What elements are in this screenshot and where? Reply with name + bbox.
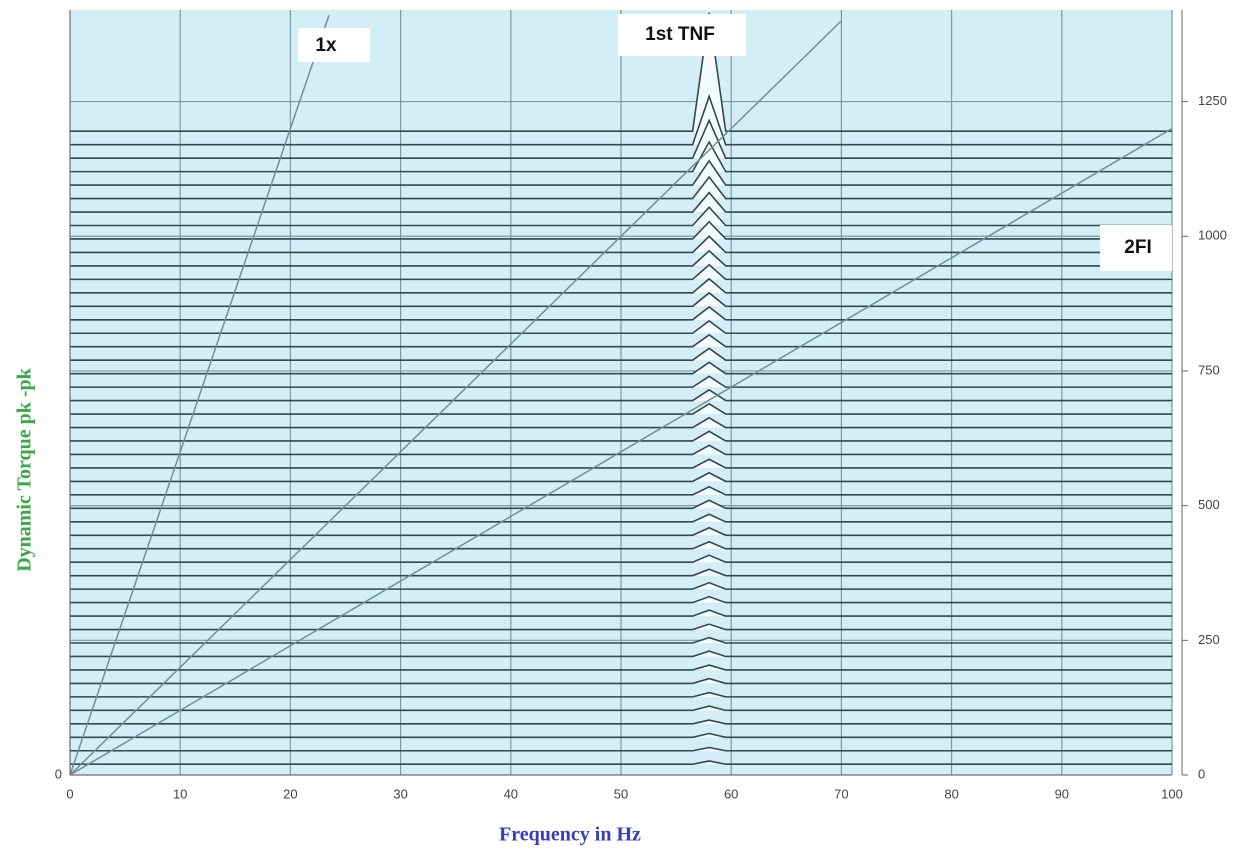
x-tick-label: 100 — [1161, 786, 1183, 801]
trace — [70, 540, 1172, 550]
trace — [70, 220, 1172, 240]
trace — [70, 388, 1172, 402]
trace — [70, 636, 1172, 644]
y2-tick-label: 0 — [1198, 766, 1205, 781]
y2-tick-label: 1250 — [1198, 93, 1227, 108]
y2-tick-label: 1000 — [1198, 228, 1227, 243]
trace — [70, 485, 1172, 496]
trace — [70, 319, 1172, 335]
annotation: 1st TNF — [645, 24, 715, 45]
trace — [70, 760, 1172, 766]
x-tick-label: 60 — [724, 786, 738, 801]
trace — [70, 361, 1172, 375]
trace — [70, 691, 1172, 698]
trace — [70, 732, 1172, 739]
trace — [70, 291, 1172, 308]
x-tick-label: 10 — [173, 786, 187, 801]
annotation-box — [1100, 225, 1172, 271]
trace — [70, 416, 1172, 429]
trace — [70, 249, 1172, 267]
x-tick-label: 50 — [614, 786, 628, 801]
y-tick-label: 0 — [55, 766, 62, 781]
trace — [70, 140, 1172, 173]
trace — [70, 375, 1172, 388]
annotation: 2FI — [1124, 237, 1151, 258]
trace — [70, 263, 1172, 281]
annotation: 1x — [315, 35, 337, 56]
trace — [70, 333, 1172, 348]
trace — [70, 235, 1172, 254]
trace — [70, 458, 1172, 469]
y-axis-label: Dynamic Torque pk -pk — [14, 367, 36, 571]
trace — [70, 118, 1172, 159]
y2-tick-label: 250 — [1198, 632, 1220, 647]
trace — [70, 677, 1172, 685]
trace — [70, 568, 1172, 577]
trace — [70, 305, 1172, 321]
trace — [70, 609, 1172, 617]
plot-layer — [69, 10, 1173, 776]
trace — [70, 513, 1172, 523]
x-tick-label: 80 — [944, 786, 958, 801]
trace — [70, 526, 1172, 537]
trace — [70, 705, 1172, 712]
order-line — [69, 20, 842, 776]
x-tick-label: 70 — [834, 786, 848, 801]
trace — [70, 175, 1172, 200]
trace — [70, 595, 1172, 604]
trace — [70, 347, 1172, 361]
y2-tick-label: 750 — [1198, 362, 1220, 377]
x-tick-label: 90 — [1055, 786, 1069, 801]
trace — [70, 93, 1172, 146]
trace — [70, 650, 1172, 658]
x-tick-label: 0 — [66, 786, 73, 801]
trace — [70, 277, 1172, 294]
x-axis-label: Frequency in Hz — [499, 824, 641, 846]
trace — [70, 205, 1172, 227]
trace — [70, 191, 1172, 213]
x-tick-label: 20 — [283, 786, 297, 801]
annotation-box — [618, 14, 746, 56]
trace — [70, 554, 1172, 564]
trace — [70, 664, 1172, 671]
trace — [70, 623, 1172, 631]
order-line — [69, 127, 1173, 776]
trace — [70, 444, 1172, 456]
annotation-box — [298, 28, 370, 62]
trace — [70, 402, 1172, 415]
x-tick-label: 30 — [393, 786, 407, 801]
trace — [70, 159, 1172, 186]
x-tick-label: 40 — [504, 786, 518, 801]
y2-tick-label: 500 — [1198, 497, 1220, 512]
trace — [70, 430, 1172, 442]
trace — [70, 719, 1172, 725]
trace — [70, 12, 1172, 133]
trace — [70, 471, 1172, 483]
trace — [70, 746, 1172, 752]
order-line — [69, 15, 330, 776]
trace — [70, 581, 1172, 590]
trace — [70, 499, 1172, 510]
